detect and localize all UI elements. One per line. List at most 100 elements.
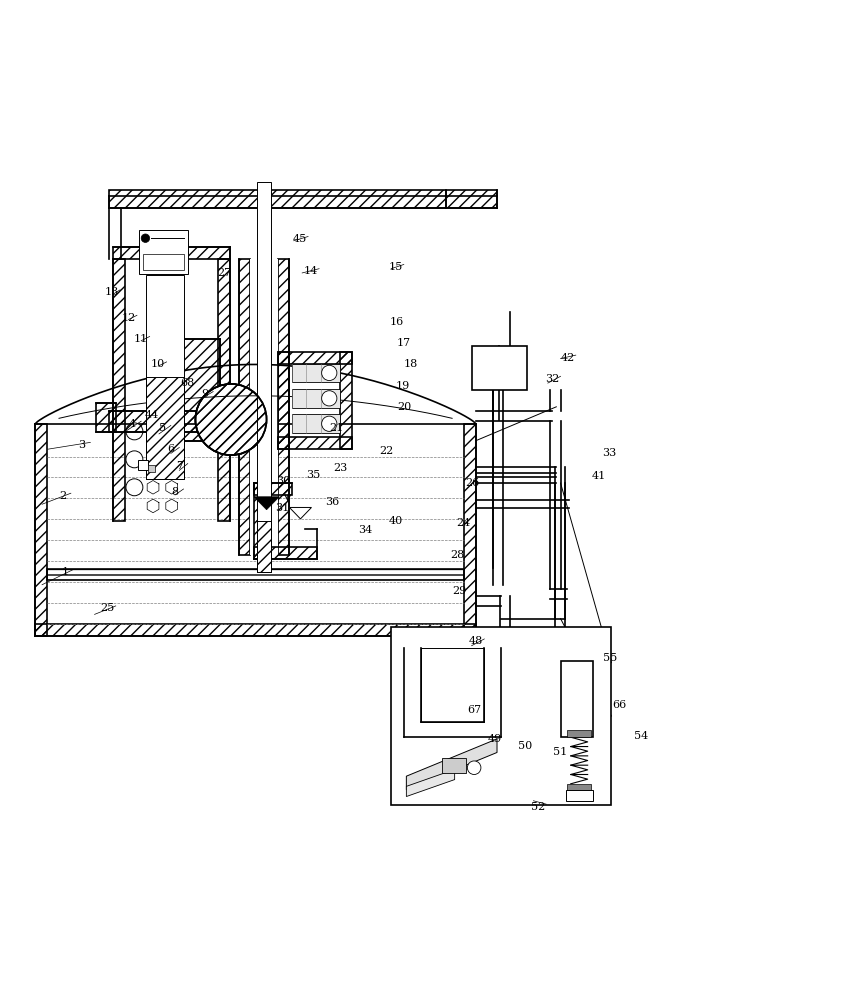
Text: 19: 19: [396, 381, 410, 391]
Bar: [143, 254, 184, 270]
Circle shape: [321, 416, 337, 431]
Bar: [472, 346, 527, 390]
Bar: [567, 730, 591, 737]
Text: 67: 67: [468, 705, 481, 715]
Bar: [292, 389, 340, 408]
Text: 49: 49: [487, 734, 501, 744]
Polygon shape: [254, 497, 280, 510]
Bar: [47, 569, 464, 580]
Text: 7: 7: [176, 461, 183, 471]
Bar: [560, 661, 592, 737]
Bar: [446, 190, 497, 208]
Circle shape: [141, 234, 150, 242]
Bar: [109, 411, 235, 432]
Text: 22: 22: [380, 446, 394, 456]
Bar: [442, 758, 466, 773]
Circle shape: [321, 391, 337, 406]
Text: 6: 6: [167, 444, 174, 454]
Text: 55: 55: [603, 653, 617, 663]
Bar: [176, 339, 220, 441]
Bar: [148, 465, 155, 472]
Text: 30: 30: [276, 476, 291, 486]
Bar: [125, 259, 218, 521]
Text: 20: 20: [398, 402, 411, 412]
Circle shape: [126, 451, 143, 468]
Text: 27: 27: [217, 268, 231, 278]
Text: 5: 5: [159, 423, 166, 433]
Bar: [218, 259, 230, 521]
Text: 10: 10: [151, 359, 165, 369]
Text: 29: 29: [451, 586, 466, 596]
Text: 66: 66: [613, 700, 627, 710]
Text: 48: 48: [468, 636, 483, 646]
Bar: [567, 784, 591, 791]
Text: 17: 17: [397, 338, 411, 348]
Bar: [340, 352, 352, 449]
Text: 44: 44: [145, 410, 159, 420]
Bar: [146, 275, 184, 479]
Text: 16: 16: [390, 317, 404, 327]
Text: 24: 24: [456, 518, 470, 528]
Text: 42: 42: [560, 353, 575, 363]
Text: 31: 31: [275, 503, 290, 513]
Text: 51: 51: [553, 747, 568, 757]
Bar: [278, 437, 352, 449]
Text: 41: 41: [592, 471, 606, 481]
Circle shape: [321, 365, 337, 381]
Polygon shape: [406, 769, 455, 797]
Circle shape: [468, 761, 481, 774]
Text: 1: 1: [61, 567, 69, 577]
Text: 34: 34: [359, 525, 373, 535]
Bar: [421, 648, 484, 722]
Text: 15: 15: [388, 262, 402, 272]
Text: 28: 28: [450, 550, 464, 560]
Bar: [36, 624, 476, 636]
Circle shape: [126, 423, 143, 440]
Text: 26: 26: [465, 478, 479, 488]
Bar: [96, 403, 116, 432]
Text: 2: 2: [59, 491, 66, 501]
Bar: [239, 259, 251, 555]
Bar: [36, 424, 47, 636]
Bar: [138, 460, 148, 470]
Text: 68: 68: [181, 378, 195, 388]
Bar: [292, 414, 340, 433]
Bar: [254, 547, 317, 559]
Text: 32: 32: [545, 374, 559, 384]
Text: 40: 40: [388, 516, 402, 526]
Bar: [139, 230, 188, 274]
Bar: [565, 790, 592, 801]
Bar: [146, 377, 184, 479]
Circle shape: [196, 384, 267, 455]
Text: 23: 23: [333, 463, 348, 473]
Bar: [278, 352, 290, 449]
Text: 36: 36: [325, 497, 339, 507]
Bar: [254, 483, 266, 559]
Bar: [109, 190, 446, 208]
Text: 33: 33: [603, 448, 617, 458]
Text: 9: 9: [201, 389, 208, 399]
Bar: [251, 259, 278, 555]
Text: 50: 50: [518, 741, 532, 751]
Text: 35: 35: [306, 470, 320, 480]
Bar: [278, 259, 290, 555]
Text: 25: 25: [100, 603, 115, 613]
Text: 45: 45: [292, 234, 307, 244]
Text: 52: 52: [530, 802, 545, 812]
Text: 21: 21: [329, 423, 343, 433]
Bar: [464, 424, 476, 636]
Bar: [258, 182, 271, 572]
Bar: [391, 627, 611, 805]
Bar: [254, 483, 292, 495]
Text: 54: 54: [634, 731, 649, 741]
Bar: [278, 352, 352, 364]
Polygon shape: [406, 739, 497, 790]
Text: 13: 13: [105, 287, 119, 297]
Text: 8: 8: [172, 487, 178, 497]
Bar: [113, 259, 125, 521]
Text: 18: 18: [404, 359, 417, 369]
Bar: [258, 521, 271, 572]
Circle shape: [126, 479, 143, 496]
Polygon shape: [36, 364, 476, 424]
Text: 12: 12: [122, 313, 136, 323]
